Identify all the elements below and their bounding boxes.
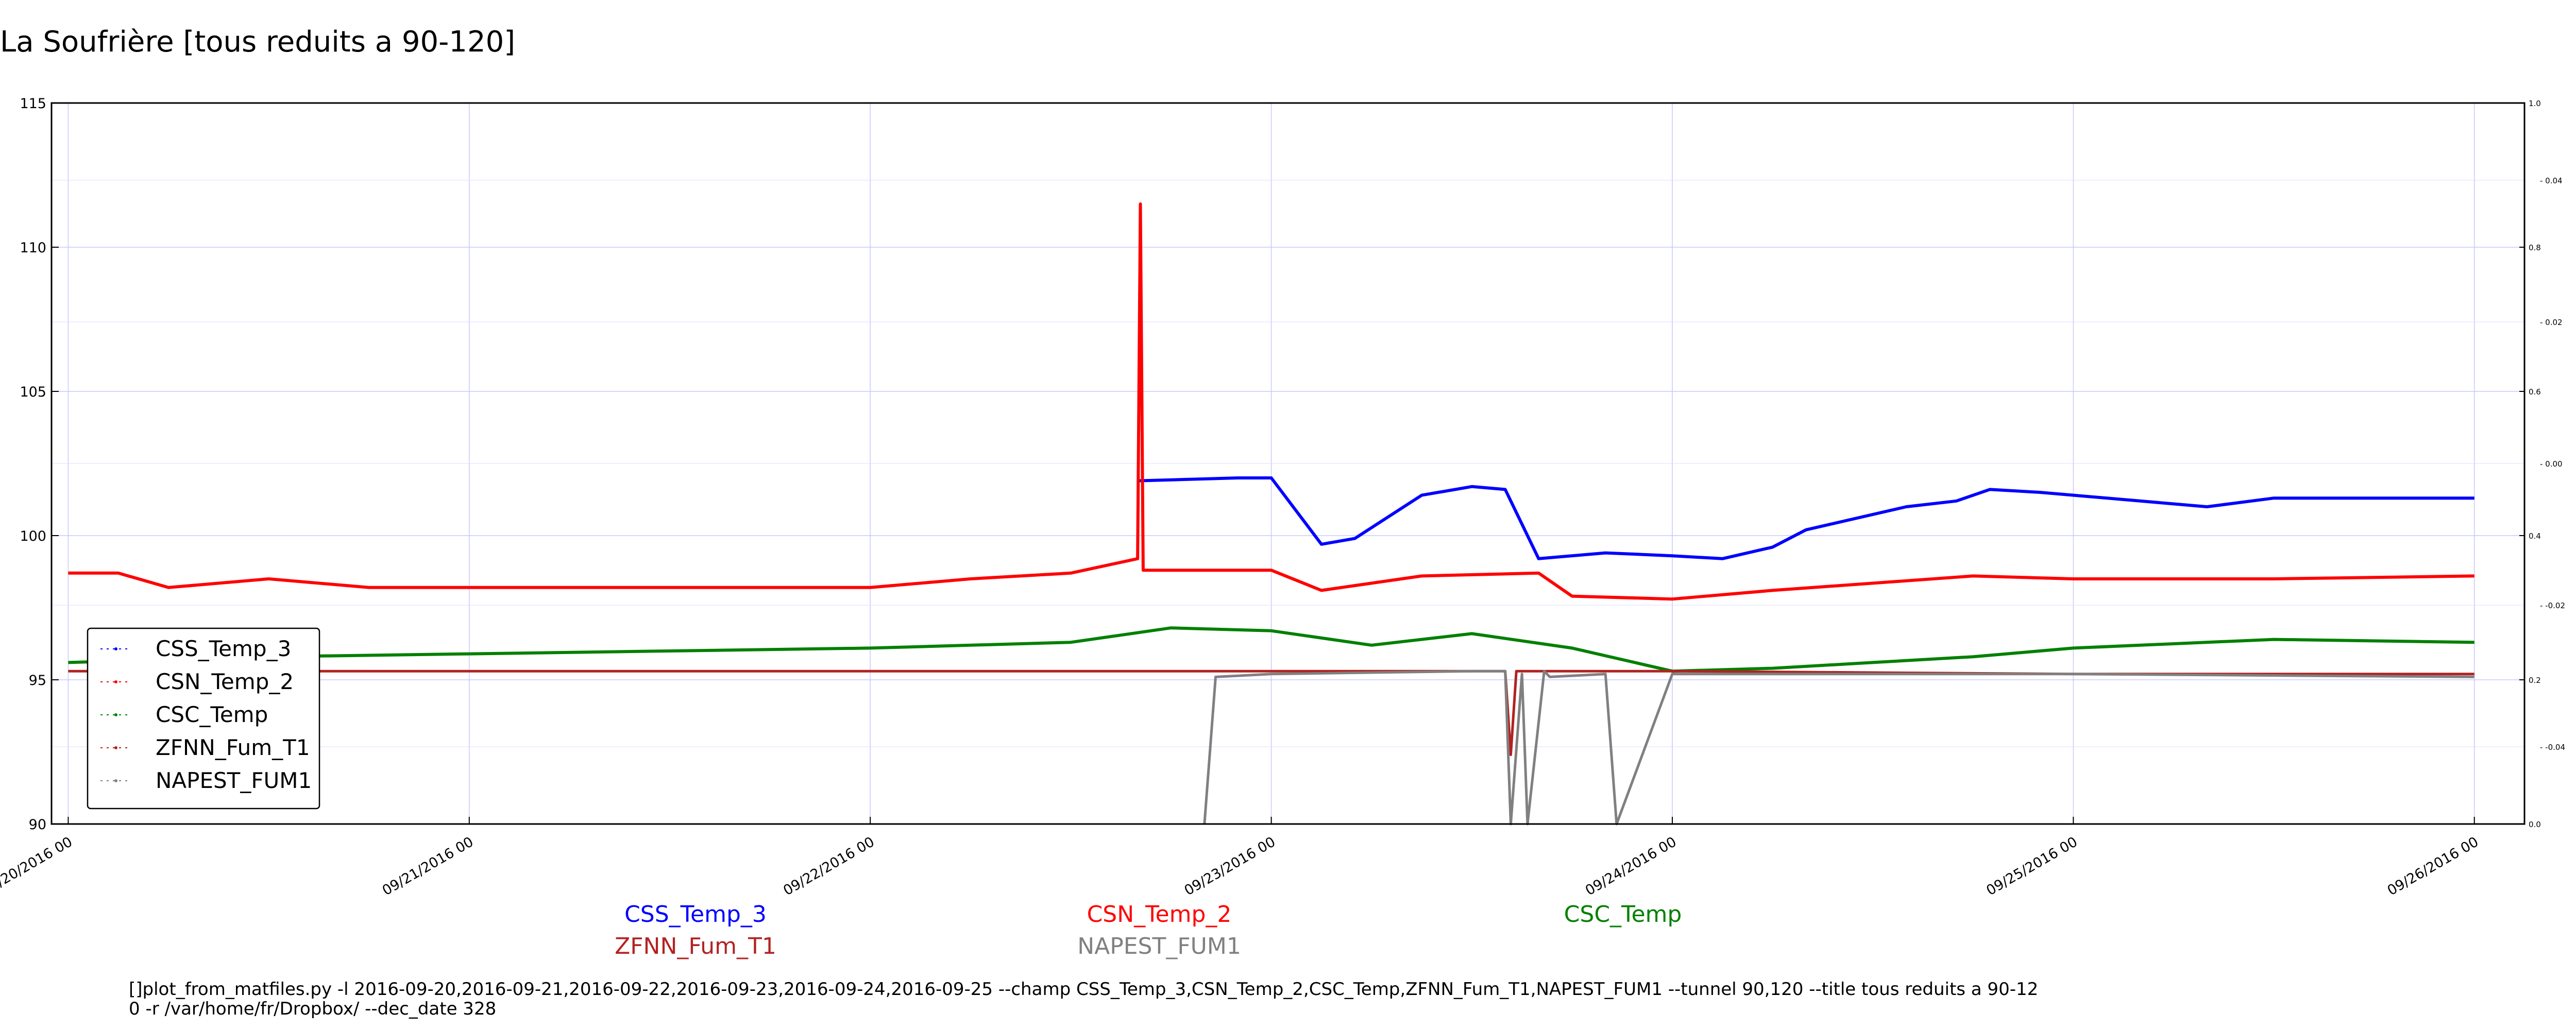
legend: CSS_Temp_3 CSN_Temp_2 CSC_Temp ZFNN_Fum_T1 N…	[87, 627, 320, 810]
series-label: CSS_Temp_3	[624, 901, 767, 928]
right-tick-label: 0.0	[2529, 820, 2541, 829]
y-axis: 90 95 100 105 110 115	[20, 96, 59, 833]
right-tick-label: 0.8	[2529, 243, 2541, 252]
command-line-2: 0 -r /var/home/fr/Dropbox/ --dec_date 32…	[129, 999, 496, 1019]
legend-marker	[114, 647, 117, 650]
series-labels: CSS_Temp_3 CSN_Temp_2 CSC_Temp ZFNN_Fum_T1 N…	[615, 901, 1682, 959]
chart-title: La Soufrière [tous reduits a 90-120]	[0, 25, 515, 59]
y-tick-label: 95	[29, 673, 46, 689]
right-inner-tick-label: - 0.02	[2540, 318, 2563, 327]
y-tick-label: 100	[20, 528, 46, 544]
right-inner-tick-label: - 0.00	[2540, 459, 2563, 469]
x-tick-label: 09/20/2016 00	[0, 834, 75, 899]
legend-label: CSC_Temp	[156, 702, 268, 727]
legend-label: NAPEST_FUM1	[156, 768, 312, 793]
command-line-1: []plot_from_matfiles.py -l 2016-09-20,20…	[129, 979, 2038, 1000]
series-label: CSN_Temp_2	[1087, 901, 1232, 928]
x-tick-label: 09/25/2016 00	[1984, 834, 2080, 899]
x-tick-label: 09/23/2016 00	[1182, 834, 1278, 899]
legend-label: ZFNN_Fum_T1	[156, 735, 310, 760]
plot-frame	[50, 102, 2526, 825]
series-label: CSC_Temp	[1564, 901, 1682, 928]
legend-box	[87, 627, 320, 810]
legend-marker	[114, 779, 117, 782]
y-tick-label: 90	[29, 817, 46, 833]
legend-label: CSN_Temp_2	[156, 669, 294, 694]
legend-marker	[114, 746, 117, 749]
right-tick-label: 0.6	[2529, 387, 2541, 397]
right-tick-label: 1.0	[2529, 99, 2541, 108]
right-tick-label: 0.2	[2529, 676, 2541, 685]
x-tick-label: 09/21/2016 00	[380, 834, 476, 899]
legend-marker	[114, 713, 117, 716]
series-line-css-temp-3	[1138, 476, 2475, 560]
right-inner-tick-label: - -0.04	[2540, 743, 2565, 752]
legend-marker	[114, 680, 117, 683]
y-tick-label: 110	[20, 240, 46, 256]
x-tick-label: 09/26/2016 00	[2385, 834, 2481, 899]
grid	[52, 102, 2524, 825]
x-axis: 09/20/2016 00 09/21/2016 00 09/22/2016 00 0…	[0, 817, 2481, 899]
x-tick-label: 09/24/2016 00	[1583, 834, 1679, 899]
right-axis: 0.0 0.2 0.4 0.6 0.8 1.0 - -0.04 - -0.02 - 0.00 - …	[2519, 99, 2565, 829]
y-tick-label: 115	[20, 96, 46, 112]
right-inner-tick-label: - 0.04	[2540, 176, 2563, 185]
series-group	[68, 202, 2475, 826]
y-tick-label: 105	[20, 384, 46, 400]
x-tick-label: 09/22/2016 00	[781, 834, 877, 899]
right-inner-tick-label: - -0.02	[2540, 601, 2565, 610]
right-tick-label: 0.4	[2529, 531, 2541, 541]
series-line-csn-temp-2	[68, 202, 2475, 601]
series-label: ZFNN_Fum_T1	[615, 933, 776, 959]
series-line-csc-temp	[68, 626, 2475, 673]
series-line-napest-fum1	[1203, 670, 2475, 826]
series-label: NAPEST_FUM1	[1077, 933, 1241, 959]
legend-label: CSS_Temp_3	[156, 636, 291, 661]
